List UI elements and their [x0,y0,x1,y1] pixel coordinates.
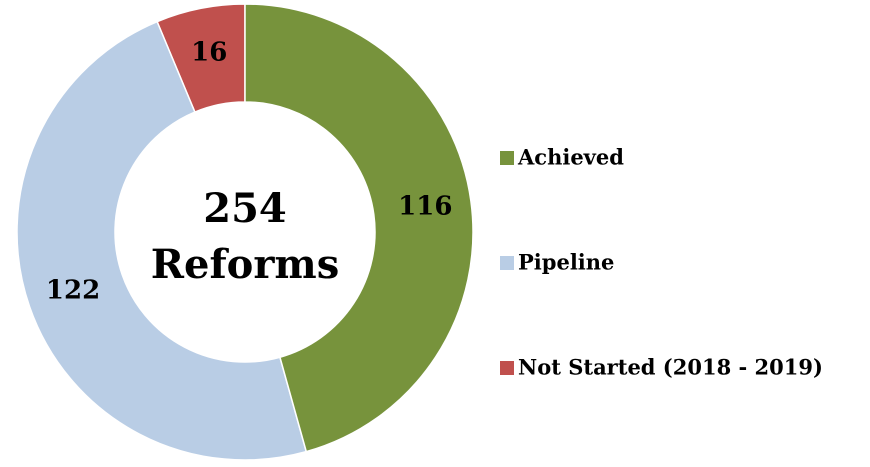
legend-swatch [500,256,514,270]
donut-segment [16,20,308,461]
data-label: 122 [46,276,100,306]
donut-segment [244,3,474,453]
legend-label: Pipeline [518,250,614,275]
legend-swatch [500,361,514,375]
data-label: 116 [398,191,452,221]
legend-swatch [500,151,514,165]
center-label: Reforms [151,241,340,288]
data-label: 16 [191,38,227,68]
center-number: 254 [203,185,287,232]
legend-label: Not Started (2018 - 2019) [518,355,823,380]
legend-label: Achieved [517,145,624,170]
